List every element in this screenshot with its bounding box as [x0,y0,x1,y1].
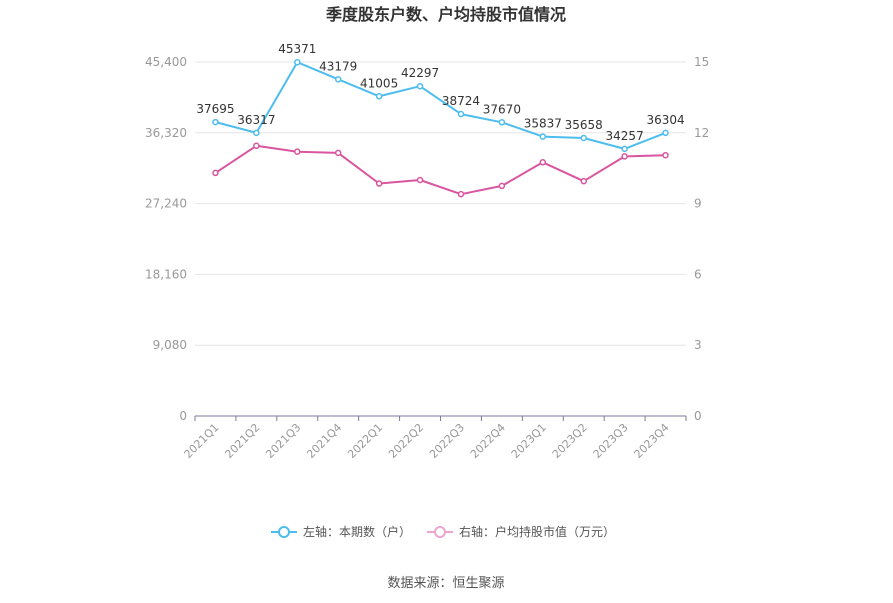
x-tick-label: 2022Q3 [427,421,467,461]
data-point [375,93,383,100]
data-label: 35837 [524,117,562,131]
data-point [539,159,547,166]
data-point [498,182,506,190]
data-label: 37670 [483,102,521,116]
x-tick-label: 2021Q2 [222,421,262,461]
source-note: 数据来源：恒生聚源 [387,576,504,591]
data-label: 36317 [237,113,275,127]
legend-item-left[interactable]: 左轴：本期数（户） [271,524,411,539]
chart-title: 季度股东户数、户均持股市值情况 [325,5,566,24]
series-line-2 [214,144,666,196]
data-point [334,76,342,83]
data-point [621,145,628,153]
left-tick-label: 27,240 [145,197,187,211]
data-point [416,176,424,184]
data-label: 36304 [646,113,684,127]
data-point [662,151,669,159]
data-label: 41005 [360,76,398,90]
x-tick-label: 2022Q2 [386,421,426,461]
data-label: 45371 [278,42,316,56]
series-line-1 [215,61,666,150]
data-point [253,142,260,150]
right-tick-label: 12 [694,126,709,140]
x-tick-label: 2023Q3 [591,421,631,461]
left-tick-label: 18,160 [145,267,187,281]
data-label: 34257 [606,129,644,143]
x-tick-label: 2021Q1 [182,421,222,461]
data-point [375,180,383,187]
legend-item-right[interactable]: 右轴：户均持股市值（万元） [427,524,615,539]
x-tick-label: 2023Q4 [632,421,672,461]
data-point [212,118,219,126]
data-point [294,148,301,155]
x-tick-label: 2023Q1 [509,421,549,461]
x-tick-label: 2022Q1 [345,421,385,461]
left-axis: 0 9,080 18,160 27,240 36,320 45,400 [145,55,187,423]
x-axis: 2021Q1 2021Q2 2021Q3 2021Q4 2022Q1 2022Q2 2022… [182,415,687,461]
grid [195,61,686,346]
data-label: 43179 [319,59,357,73]
right-tick-label: 15 [694,55,709,69]
legend-marker-dot [278,526,290,538]
legend-label-left: 左轴：本期数（户） [303,524,411,539]
x-tick-label: 2022Q4 [468,421,508,461]
data-label: 38724 [442,94,480,108]
left-tick-label: 36,320 [145,126,187,140]
legend-label-right: 右轴：户均持股市值（万元） [459,524,615,539]
right-tick-label: 0 [694,409,702,423]
data-point [457,190,465,198]
data-label: 37695 [196,102,234,116]
data-point [539,133,547,140]
data-point [416,82,424,90]
right-tick-label: 6 [694,267,702,281]
left-tick-label: 0 [179,409,187,423]
data-point [580,177,587,185]
legend[interactable]: 左轴：本期数（户） 右轴：户均持股市值（万元） [271,524,615,539]
right-tick-label: 3 [694,338,702,352]
data-point [457,110,465,118]
right-tick-label: 9 [694,197,702,211]
data-point [662,129,669,137]
x-tick-label: 2023Q2 [550,421,590,461]
left-tick-label: 45,400 [145,55,187,69]
x-tick-label: 2021Q4 [304,421,344,461]
data-label: 42297 [401,66,439,80]
data-point [498,119,506,126]
right-axis: 0 3 6 9 12 15 [694,55,709,423]
left-tick-label: 9,080 [153,338,187,352]
data-point [294,58,301,66]
data-point [212,169,219,177]
legend-marker-dot [434,526,446,538]
data-point [334,149,342,157]
data-point [580,134,587,142]
data-point [253,129,260,137]
data-label: 35658 [565,118,603,132]
x-tick-label: 2021Q3 [263,421,303,461]
data-point [621,153,628,160]
